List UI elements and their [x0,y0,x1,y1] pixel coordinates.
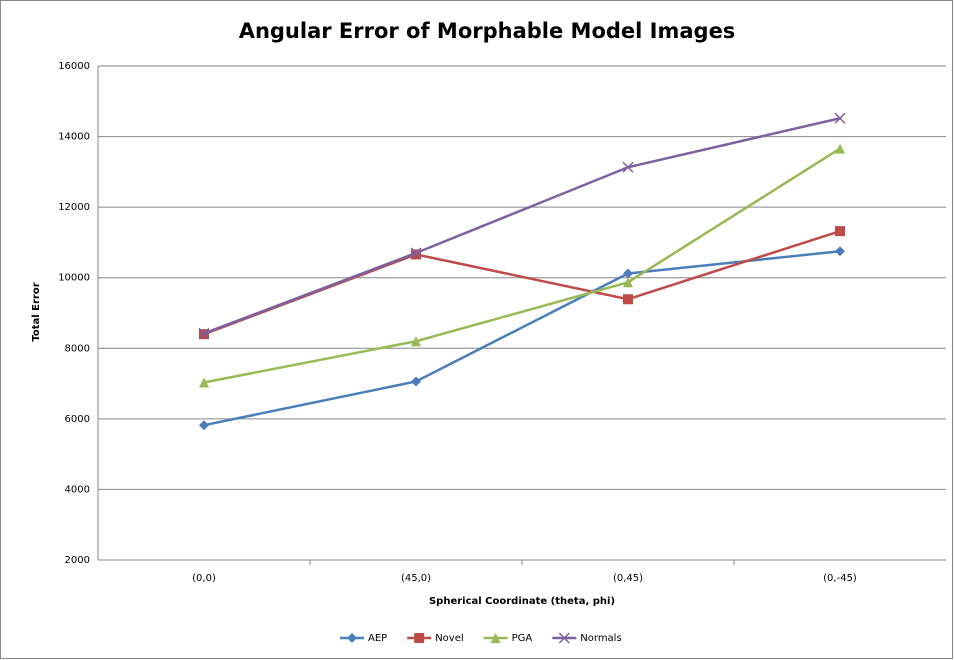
point [835,143,845,154]
point [558,632,570,644]
x-tick-label: (45,0) [401,573,431,584]
point [199,377,209,388]
legend-label: PGA [512,633,533,644]
legend-label: Normals [580,633,621,644]
point [835,246,845,257]
point [623,268,633,279]
x-tick-label: (0,45) [613,573,643,584]
point [623,294,633,305]
point [198,327,210,339]
point [622,161,634,173]
point [199,420,209,431]
y-tick-label: 8000 [65,343,90,354]
point [623,277,633,288]
series-line [203,147,841,384]
y-tick-label: 12000 [58,202,90,213]
point [411,376,421,387]
y-tick-label: 16000 [58,61,90,72]
legend-label: Novel [435,633,463,644]
series-line [203,250,841,427]
legend-label: AEP [368,633,387,644]
point [834,112,846,124]
y-tick-label: 6000 [65,414,90,425]
point [411,336,421,347]
point [414,633,425,643]
chart-title: Angular Error of Morphable Model Images [239,19,736,43]
x-axis-title: Spherical Coordinate (theta, phi) [429,596,615,607]
x-tick-label: (0,-45) [823,573,857,584]
x-tick-label: (0,0) [192,573,216,584]
y-tick-label: 2000 [65,555,90,566]
y-tick-label: 14000 [58,132,90,143]
point [347,633,357,643]
point [411,249,421,260]
point [410,247,422,259]
point [490,633,501,643]
y-axis-title: Total Error [31,282,42,341]
y-tick-label: 4000 [65,484,90,495]
series-line [203,117,841,335]
y-tick-label: 10000 [58,273,90,284]
point [835,226,845,237]
